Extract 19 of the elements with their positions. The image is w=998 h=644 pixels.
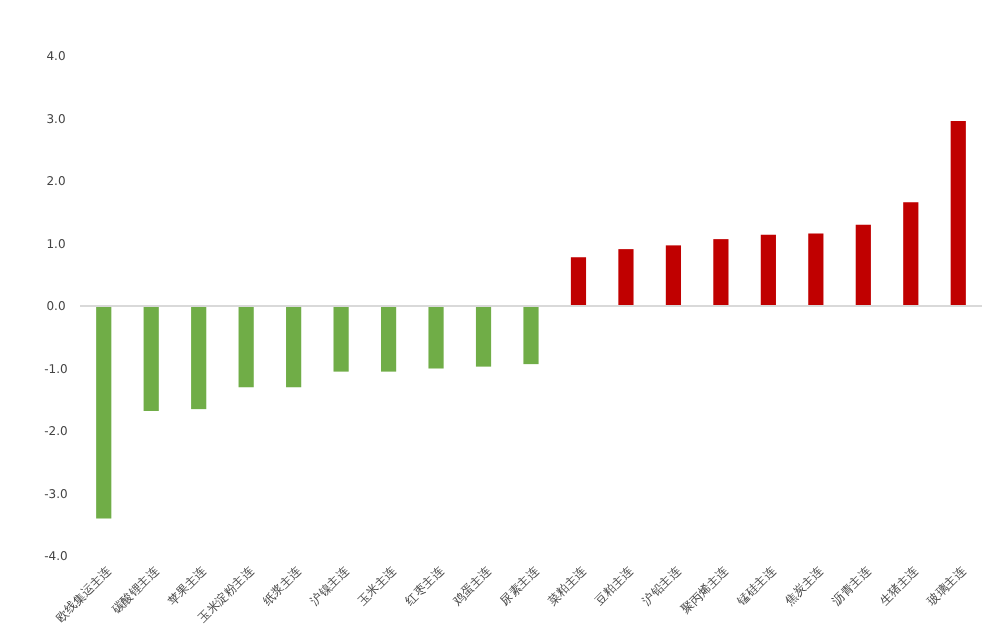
bar: [713, 239, 729, 306]
bar: [760, 234, 776, 306]
bar: [665, 245, 682, 306]
bar: [191, 306, 207, 410]
bar: [903, 202, 919, 306]
bar: [570, 257, 587, 306]
bar: [618, 249, 634, 306]
bar: [380, 306, 397, 372]
bar: [286, 306, 302, 388]
bar: [950, 121, 966, 306]
bar: [143, 306, 159, 411]
bar: [333, 306, 349, 372]
bar: [855, 224, 871, 306]
bar: [523, 306, 539, 365]
bar: [428, 306, 444, 369]
bar: [808, 233, 824, 306]
bar: [238, 306, 254, 388]
bar: [475, 306, 492, 367]
bar: [96, 306, 112, 519]
